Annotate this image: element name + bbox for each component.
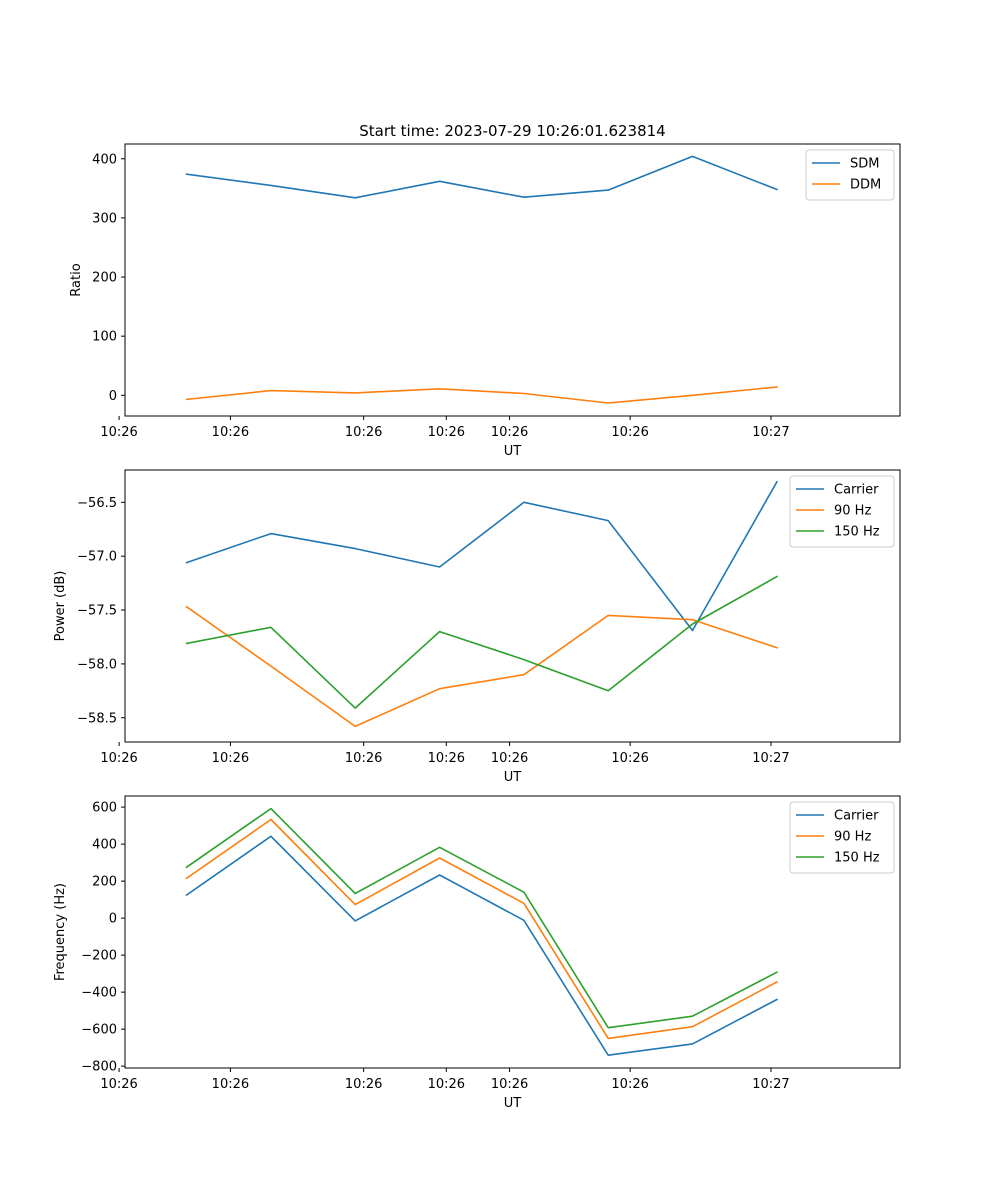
x-axis-label: UT [504, 444, 522, 459]
x-axis: 10:26 10:26 10:26 10:26 10:26 10:26 10:27 UT [100, 416, 790, 459]
x-tick-label: 10:26 [345, 1077, 382, 1092]
y-tick-label: −400 [81, 986, 117, 1001]
legend-label-90-hz: 90 Hz [834, 504, 871, 519]
series-line-90-hz [185, 818, 778, 1040]
y-tick-label: 200 [92, 875, 117, 890]
y-tick-label: −58.5 [77, 711, 117, 726]
legend-label-150-hz: 150 Hz [834, 525, 880, 540]
y-axis-label: Power (dB) [53, 571, 68, 642]
x-tick-label: 10:26 [491, 751, 528, 766]
legend-label-150-hz: 150 Hz [834, 851, 880, 866]
y-axis: −800 −600 −400 −200 0 200 400 600 Frequency (Hz) [53, 801, 125, 1075]
y-tick-label: 200 [92, 271, 117, 286]
x-tick-label: 10:27 [752, 425, 789, 440]
x-axis-label: UT [504, 1096, 522, 1111]
legend: Carrier 90 Hz 150 Hz [789, 801, 895, 874]
legend-label-sdm: SDM [850, 157, 879, 172]
y-tick-label: 400 [92, 838, 117, 853]
x-tick-label: 10:26 [212, 425, 249, 440]
x-tick-label: 10:26 [611, 751, 648, 766]
x-tick-label: 10:26 [345, 751, 382, 766]
x-tick-label: 10:26 [212, 1077, 249, 1092]
legend: Carrier 90 Hz 150 Hz [789, 475, 895, 548]
x-tick-label: 10:26 [345, 425, 382, 440]
y-axis-label: Ratio [69, 263, 84, 296]
x-axis: 10:26 10:26 10:26 10:26 10:26 10:26 10:27 UT [100, 1068, 790, 1111]
x-tick-label: 10:26 [100, 425, 137, 440]
y-tick-label: −800 [81, 1060, 117, 1075]
y-tick-label: −58.0 [77, 657, 117, 672]
y-axis-label: Frequency (Hz) [53, 883, 68, 981]
series-line-150-hz [185, 575, 778, 709]
x-tick-label: 10:26 [100, 751, 137, 766]
axes-frame [124, 469, 901, 743]
series-line-carrier [185, 835, 778, 1056]
series-line-carrier [185, 480, 778, 632]
legend-label-carrier: Carrier [834, 483, 879, 498]
x-tick-label: 10:26 [428, 1077, 465, 1092]
y-axis: 0 100 200 300 400 Ratio [69, 152, 125, 404]
x-tick-label: 10:26 [428, 425, 465, 440]
x-tick-label: 10:26 [100, 1077, 137, 1092]
x-axis-label: UT [504, 770, 522, 785]
series-line-ddm [185, 386, 778, 404]
plot-area [185, 155, 778, 404]
legend: SDM DDM [805, 149, 895, 201]
legend-label-ddm: DDM [850, 178, 881, 193]
x-tick-label: 10:26 [491, 425, 528, 440]
axes-frame [124, 795, 901, 1069]
y-tick-label: −57.0 [77, 550, 117, 565]
axes-frame [124, 143, 901, 417]
legend-box [789, 475, 895, 548]
y-axis: −58.5 −58.0 −57.5 −57.0 −56.5 Power (dB) [53, 496, 125, 726]
series-line-150-hz [185, 807, 778, 1029]
chart-3: 10:26 10:26 10:26 10:26 10:26 10:26 10:27 UT −80… [53, 795, 901, 1111]
x-tick-label: 10:26 [428, 751, 465, 766]
x-tick-label: 10:26 [611, 1077, 648, 1092]
y-tick-label: 600 [92, 801, 117, 816]
y-tick-label: 0 [109, 389, 117, 404]
chart-1: 10:26 10:26 10:26 10:26 10:26 10:26 10:27 UT 0 10… [69, 122, 901, 459]
y-tick-label: −200 [81, 949, 117, 964]
x-tick-label: 10:27 [752, 1077, 789, 1092]
x-tick-label: 10:26 [611, 425, 648, 440]
legend-box [789, 801, 895, 874]
x-tick-label: 10:26 [491, 1077, 528, 1092]
series-line-90-hz [185, 605, 778, 728]
x-tick-label: 10:26 [212, 751, 249, 766]
x-tick-label: 10:27 [752, 751, 789, 766]
plot-area [185, 807, 778, 1056]
legend-label-carrier: Carrier [834, 809, 879, 824]
y-tick-label: 400 [92, 152, 117, 167]
series-line-sdm [185, 155, 778, 199]
y-tick-label: 300 [92, 211, 117, 226]
y-tick-label: −56.5 [77, 496, 117, 511]
y-tick-label: −600 [81, 1023, 117, 1038]
x-axis: 10:26 10:26 10:26 10:26 10:26 10:26 10:27 UT [100, 742, 790, 785]
y-tick-label: 0 [109, 912, 117, 927]
chart-title: Start time: 2023-07-29 10:26:01.623814 [359, 122, 665, 140]
plot-area [185, 480, 778, 728]
chart-2: 10:26 10:26 10:26 10:26 10:26 10:26 10:27 UT −58… [53, 469, 901, 785]
y-tick-label: 100 [92, 330, 117, 345]
legend-label-90-hz: 90 Hz [834, 830, 871, 845]
y-tick-label: −57.5 [77, 604, 117, 619]
